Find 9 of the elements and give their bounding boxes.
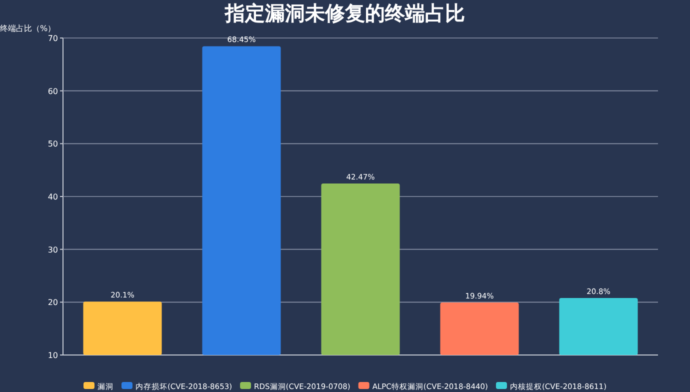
y-tick-label: 40 (48, 192, 58, 202)
y-tick-label: 60 (48, 86, 58, 96)
y-tick-label: 50 (48, 140, 58, 149)
chart-title: 指定漏洞未修复的终端占比 (224, 1, 465, 25)
y-tick-label: 70 (48, 34, 58, 43)
y-tick-label: 20 (48, 298, 58, 308)
y-tick-label: 30 (48, 245, 58, 254)
y-tick-label: 10 (48, 351, 58, 360)
y-axis-title: 终端占比（%） (0, 24, 56, 33)
